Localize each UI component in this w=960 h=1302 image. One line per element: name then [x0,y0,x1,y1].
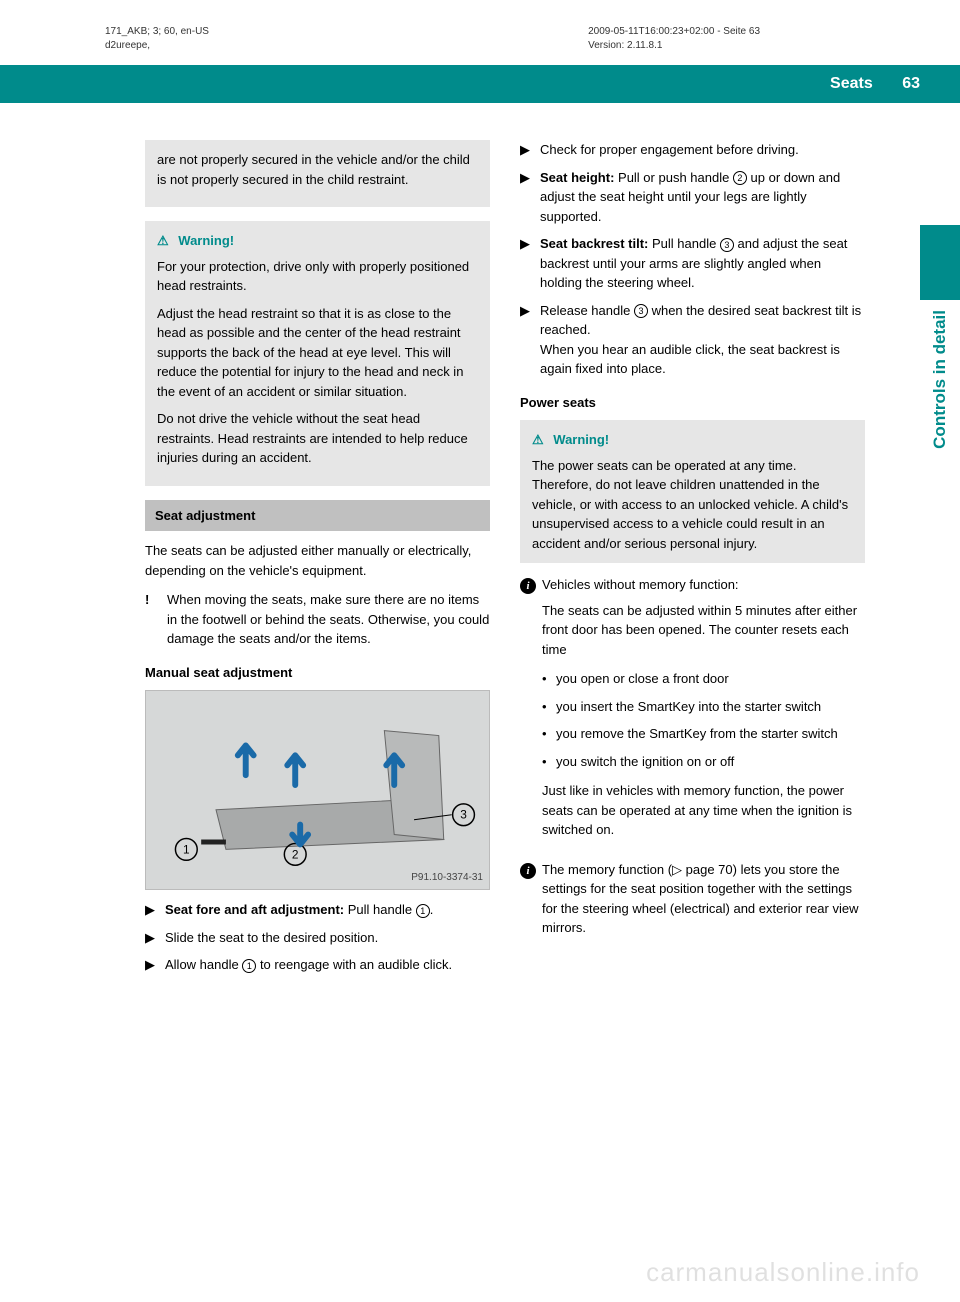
warning-title-2: Warning! [553,432,609,447]
bullet-dot: • [542,669,556,689]
info-1-body: Vehicles without memory function: The se… [542,575,865,850]
step-6: ▶ Seat backrest tilt: Pull handle 3 and … [520,234,865,293]
step-2: ▶ Slide the seat to the desired position… [145,928,490,948]
step-3: ▶ Allow handle 1 to reengage with an aud… [145,955,490,975]
warning-header-2: ⚠ Warning! [532,430,853,450]
step-arrow-icon: ▶ [520,234,540,293]
warn1-p3: Do not drive the vehicle without the sea… [157,409,478,468]
info1-p1: The seats can be adjusted within 5 minut… [542,601,865,660]
step-2-text: Slide the seat to the desired position. [165,928,490,948]
subhead-power: Power seats [520,393,865,413]
info-icon: i [520,863,536,879]
side-section-label: Controls in detail [927,310,953,449]
step-6-text: Seat backrest tilt: Pull handle 3 and ad… [540,234,865,293]
step-arrow-icon: ▶ [145,900,165,920]
info1-p2: Just like in vehicles with memory functi… [542,781,865,840]
step-arrow-icon: ▶ [520,168,540,227]
step-arrow-icon: ▶ [145,928,165,948]
callout-1: 1 [242,959,256,973]
header-bar: Seats 63 [0,65,960,103]
step-1-bold: Seat fore and aft adjustment: [165,902,344,917]
side-tab [920,225,960,300]
step-5-text: Seat height: Pull or push handle 2 up or… [540,168,865,227]
warning-icon: ⚠ [532,430,544,450]
step-7-text: Release handle 3 when the desired seat b… [540,301,865,379]
step-7: ▶ Release handle 3 when the desired seat… [520,301,865,379]
bullet-dot: • [542,724,556,744]
svg-text:3: 3 [460,808,467,822]
step-3a: Allow handle [165,957,242,972]
warning-box-continued: are not properly secured in the vehicle … [145,140,490,207]
print-meta-right: 2009-05-11T16:00:23+02:00 - Seite 63 Ver… [588,25,760,53]
watermark: carmanualsonline.info [646,1253,920,1292]
header-pagenum: 63 [902,75,920,92]
step-4-text: Check for proper engagement before drivi… [540,140,865,160]
callout-2: 2 [733,171,747,185]
bullet-list: •you open or close a front door •you ins… [542,669,865,771]
step-1-rest: Pull handle [344,902,416,917]
caution-note: ! When moving the seats, make sure there… [145,590,490,649]
step-6-rest: Pull handle [648,236,720,251]
step-6-bold: Seat backrest tilt: [540,236,648,251]
meta-right-2: Version: 2.11.8.1 [588,40,662,51]
callout-3: 3 [720,238,734,252]
step-4: ▶ Check for proper engagement before dri… [520,140,865,160]
figure-label: P91.10-3374-31 [411,870,483,885]
bullet-dot: • [542,697,556,717]
column-right: ▶ Check for proper engagement before dri… [520,140,865,983]
info-note-1: i Vehicles without memory function: The … [520,575,865,850]
info-icon: i [520,578,536,594]
info2-text: The memory function (▷ page 70) lets you… [542,860,865,938]
bullet-dot: • [542,752,556,772]
warn1-p2: Adjust the head restraint so that it is … [157,304,478,402]
warn2-p1: The power seats can be operated at any t… [532,456,853,554]
callout-3: 3 [634,304,648,318]
subhead-manual: Manual seat adjustment [145,663,490,683]
warning-box-1: ⚠ Warning! For your protection, drive on… [145,221,490,486]
bullet-2: you insert the SmartKey into the starter… [556,697,865,717]
seat-illustration: 1 2 3 [146,691,489,889]
info-note-2: i The memory function (▷ page 70) lets y… [520,860,865,938]
svg-text:1: 1 [183,842,190,856]
info1-lead: Vehicles without memory function: [542,577,739,592]
warning-title-1: Warning! [178,233,234,248]
step-5-bold: Seat height: [540,170,614,185]
callout-1: 1 [416,904,430,918]
print-meta-left: 171_AKB; 3; 60, en-US d2ureepe, [105,25,209,53]
seat-figure: 1 2 3 P91.10-3374-31 [145,690,490,890]
meta-left-1: 171_AKB; 3; 60, en-US [105,26,209,37]
step-5: ▶ Seat height: Pull or push handle 2 up … [520,168,865,227]
meta-left-2: d2ureepe, [105,40,150,51]
step-arrow-icon: ▶ [520,140,540,160]
warning-icon: ⚠ [157,231,169,251]
step-3b: to reengage with an audible click. [256,957,452,972]
header-title: Seats [830,75,873,92]
warn1-p1: For your protection, drive only with pro… [157,257,478,296]
step-3-text: Allow handle 1 to reengage with an audib… [165,955,490,975]
body-intro: The seats can be adjusted either manuall… [145,541,490,580]
caution-icon: ! [145,590,167,649]
step-1: ▶ Seat fore and aft adjustment: Pull han… [145,900,490,920]
column-left: are not properly secured in the vehicle … [145,140,490,983]
caution-text: When moving the seats, make sure there a… [167,590,490,649]
bullet-4: you switch the ignition on or off [556,752,865,772]
step-7a: Release handle [540,303,634,318]
section-header-seat-adjustment: Seat adjustment [145,500,490,532]
warn-cont-text: are not properly secured in the vehicle … [157,150,478,189]
step-5-rest: Pull or push handle [614,170,733,185]
step-1-text: Seat fore and aft adjustment: Pull handl… [165,900,490,920]
bullet-1: you open or close a front door [556,669,865,689]
step-arrow-icon: ▶ [145,955,165,975]
svg-text:2: 2 [292,847,299,861]
meta-right-1: 2009-05-11T16:00:23+02:00 - Seite 63 [588,26,760,37]
bullet-3: you remove the SmartKey from the starter… [556,724,865,744]
step-arrow-icon: ▶ [520,301,540,379]
step-7c: When you hear an audible click, the seat… [540,342,840,377]
warning-box-2: ⚠ Warning! The power seats can be operat… [520,420,865,563]
content-area: are not properly secured in the vehicle … [145,140,865,983]
warning-header-1: ⚠ Warning! [157,231,478,251]
